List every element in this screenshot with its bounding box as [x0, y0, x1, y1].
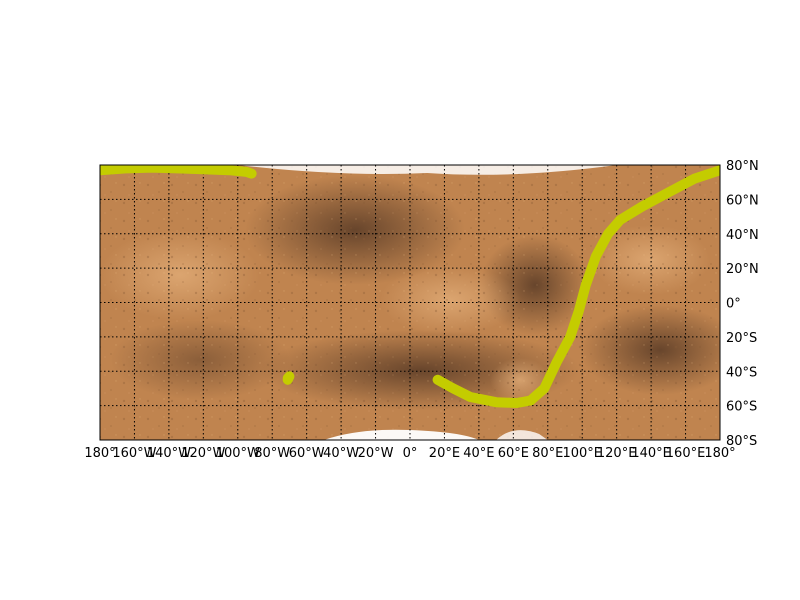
lon-tick-label: 180°: [84, 446, 115, 461]
lon-tick-label: 40°W: [323, 446, 359, 461]
lon-tick-label: 120°E: [597, 446, 637, 461]
lon-tick-label: 140°W: [147, 446, 191, 461]
lat-tick-label: 20°N: [726, 262, 759, 277]
lon-tick-label: 80°E: [532, 446, 563, 461]
lon-tick-label: 60°W: [289, 446, 325, 461]
lat-tick-label: 60°N: [726, 193, 759, 208]
mars-map: [100, 165, 720, 440]
lat-tick-label: 60°S: [726, 400, 757, 415]
lon-tick-label: 100°E: [562, 446, 602, 461]
lon-tick-label: 40°E: [463, 446, 494, 461]
lat-tick-label: 0°: [726, 297, 741, 312]
track-segment: [282, 371, 295, 385]
lon-tick-label: 60°E: [498, 446, 529, 461]
lat-tick-label: 80°N: [726, 159, 759, 174]
lon-tick-label: 140°E: [631, 446, 671, 461]
lat-tick-label: 40°N: [726, 228, 759, 243]
lon-tick-label: 20°E: [429, 446, 460, 461]
lon-tick-label: 120°W: [181, 446, 225, 461]
lon-tick-label: 180°: [704, 446, 735, 461]
lat-tick-label: 40°S: [726, 365, 757, 380]
lon-tick-label: 160°E: [666, 446, 706, 461]
grid-lines: [100, 165, 720, 440]
track-segment: [432, 165, 720, 408]
lon-tick-label: 80°W: [254, 446, 290, 461]
lat-tick-label: 20°S: [726, 331, 757, 346]
lon-tick-label: 160°W: [112, 446, 156, 461]
lon-tick-label: 100°W: [216, 446, 260, 461]
lon-tick-label: 20°W: [358, 446, 394, 461]
lon-tick-label: 0°: [403, 446, 418, 461]
track-segment: [100, 165, 257, 179]
polar-caps: [237, 165, 617, 440]
north-polar-cap: [237, 165, 617, 175]
track-layer: [100, 165, 720, 408]
map-frame: [99, 164, 721, 441]
south-frost-patch: [496, 430, 548, 440]
south-polar-cap: [323, 429, 479, 440]
lat-tick-label: 80°S: [726, 434, 757, 449]
lat-labels: 80°N 60°N 40°N 20°N 0° 20°S 40°S 60°S 80°S: [726, 159, 759, 449]
lon-labels: 180°160°W140°W120°W100°W80°W60°W40°W20°W…: [84, 446, 735, 461]
